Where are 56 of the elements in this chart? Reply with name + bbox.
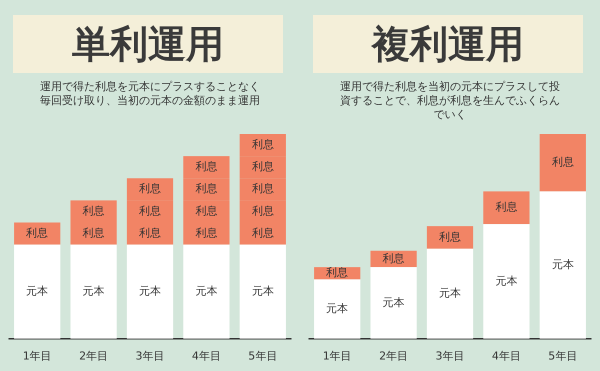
x-tick-label: 2年目	[379, 349, 408, 362]
text: 元本	[82, 284, 105, 298]
bar	[540, 134, 586, 192]
x-tick-label: 4年目	[192, 349, 221, 362]
series-label: 利息	[139, 182, 161, 196]
text: 利息	[195, 226, 218, 240]
text: 利息	[252, 160, 274, 174]
x-tick-label: 1年目	[322, 349, 352, 362]
bar	[483, 224, 530, 339]
series-label: 利息	[26, 226, 48, 240]
series-label: 元本	[26, 284, 48, 298]
x-tick-label: 1年目	[22, 349, 52, 362]
bar	[70, 244, 117, 339]
series-label: 元本	[326, 302, 348, 315]
bar	[240, 244, 286, 339]
text: 利息	[439, 230, 461, 244]
text: 利息	[552, 156, 574, 169]
chart-title: 複利運用	[313, 15, 583, 73]
series-label: 利息	[82, 204, 105, 218]
chart-subtitle: 運用で得た利息を元本にプラスすることなく毎回受け取り、当初の元本の金額のまま運用	[40, 80, 260, 108]
text: 利息	[195, 204, 218, 218]
x-tick-label: 5年目	[548, 349, 578, 362]
text: 利息	[252, 182, 274, 196]
text: 利息	[82, 226, 105, 240]
text: 利息	[252, 226, 274, 240]
text: 元本	[495, 274, 518, 288]
series-label: 利息	[195, 160, 218, 174]
text: 利息	[382, 252, 405, 265]
x-tick-label: 3年目	[136, 349, 164, 362]
bar	[370, 267, 417, 339]
text: 利息	[139, 226, 161, 240]
x-tick-label: 3年目	[436, 349, 464, 362]
text: 利息	[252, 204, 274, 218]
text: 元本	[252, 284, 274, 298]
bar	[314, 279, 360, 339]
x-tick-label: 4年目	[492, 349, 521, 362]
x-tick-label: 5年目	[248, 349, 278, 362]
series-label: 利息	[326, 266, 348, 280]
text: 利息	[495, 200, 518, 214]
text: 元本	[139, 284, 161, 298]
bar	[426, 248, 474, 339]
bar	[126, 244, 174, 339]
bar	[14, 244, 60, 339]
text: 元本	[439, 286, 461, 300]
text: 元本	[382, 296, 405, 309]
chart-title: 単利運用	[13, 15, 283, 73]
text: 元本	[552, 258, 574, 271]
series-label: 利息	[252, 138, 274, 151]
bar	[540, 191, 586, 339]
x-tick-label: 2年目	[79, 349, 108, 362]
text: 元本	[195, 284, 218, 298]
chart-subtitle: 運用で得た利息を当初の元本にプラスして投資することで、利息が利息を生んでふくらんでいく	[340, 80, 560, 122]
text: 利息	[139, 204, 161, 218]
bar	[183, 244, 230, 339]
text: 利息	[195, 182, 218, 196]
bar	[483, 191, 530, 224]
